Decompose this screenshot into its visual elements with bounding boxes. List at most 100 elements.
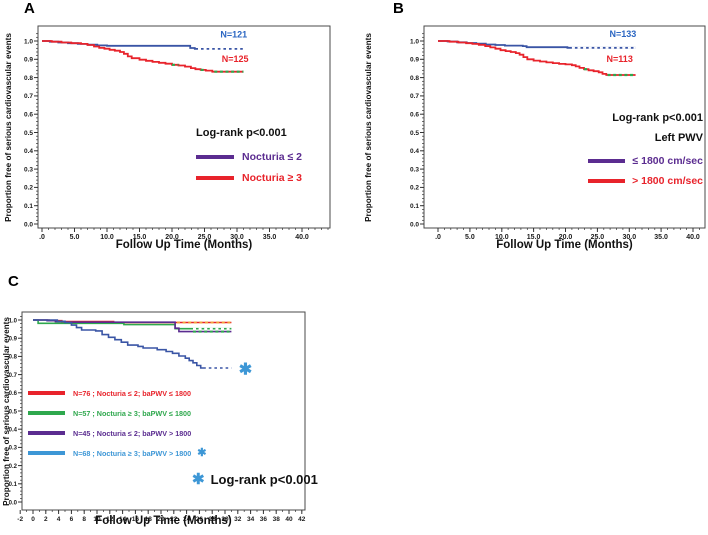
x-tick-label: 15.0 bbox=[527, 234, 541, 241]
x-tick-label: 25.0 bbox=[198, 234, 212, 241]
y-tick-label: 0.7 bbox=[24, 93, 33, 100]
legend-item-2: Nocturia ≥ 3 bbox=[196, 172, 302, 184]
x-tick-label: 32 bbox=[234, 516, 242, 523]
x-tick-label: 20 bbox=[157, 516, 165, 523]
legend-label: N=45 ; Nocturia ≤ 2; baPWV > 1800 bbox=[73, 428, 192, 438]
y-tick-label: 1.0 bbox=[24, 38, 33, 45]
plot-frame bbox=[37, 25, 331, 229]
logrank-note-text: Log-rank p<0.001 bbox=[210, 472, 318, 487]
x-tick-label: 15.0 bbox=[133, 234, 147, 241]
x-tick-label: 42 bbox=[298, 516, 306, 523]
legend-item-1: Nocturia ≤ 2 bbox=[196, 151, 302, 163]
legend-swatch bbox=[28, 431, 65, 435]
panel-letter-c: C bbox=[8, 273, 19, 290]
x-tick-label: 4 bbox=[57, 516, 61, 523]
x-tick-label: 25.0 bbox=[591, 234, 605, 241]
panel-c: C Proportion free of serious cardiovascu… bbox=[0, 267, 354, 535]
x-tick-label: 26 bbox=[196, 516, 204, 523]
x-tick-label: 0 bbox=[31, 516, 35, 523]
legend-swatch bbox=[196, 176, 234, 180]
x-tick-label: 14 bbox=[119, 516, 127, 523]
legend-label: N=57 ; Nocturia ≥ 3; baPWV ≤ 1800 bbox=[73, 408, 191, 418]
y-tick-label: 0.0 bbox=[9, 500, 18, 506]
y-tick-label: 0.9 bbox=[410, 57, 419, 64]
x-axis-title: Follow Up Time (Months) bbox=[496, 239, 633, 251]
y-tick-label: 0.4 bbox=[24, 148, 33, 155]
y-tick-label: 0.3 bbox=[24, 166, 33, 173]
legend-item-4: N=68 ; Nocturia ≥ 3; baPWV > 1800 ✱ bbox=[28, 443, 206, 463]
legend-item-1: ≤ 1800 cm/sec bbox=[588, 155, 703, 167]
x-tick-label: 38 bbox=[273, 516, 281, 523]
x-tick-label: 10 bbox=[93, 516, 101, 523]
panel-letter-a: A bbox=[24, 0, 35, 17]
legend-c: N=76 ; Nocturia ≤ 2; baPWV ≤ 1800 N=57 ; … bbox=[28, 383, 206, 463]
x-tick-label: 5.0 bbox=[465, 234, 475, 241]
x-tick-label: 10.0 bbox=[100, 234, 114, 241]
y-tick-label: 0.4 bbox=[410, 148, 419, 155]
x-axis-title: Follow Up Time (Months) bbox=[95, 515, 232, 527]
x-tick-label: 6 bbox=[70, 516, 74, 523]
y-tick-label: 0.8 bbox=[9, 355, 18, 361]
x-tick-label: 30.0 bbox=[230, 234, 244, 241]
x-axis-title: Follow Up Time (Months) bbox=[115, 239, 253, 251]
y-tick-label: 0.0 bbox=[24, 221, 33, 228]
x-tick-label: 30.0 bbox=[622, 234, 636, 241]
km-curve-2 bbox=[42, 40, 244, 73]
x-tick-label: -2 bbox=[17, 516, 23, 523]
x-tick-label: 40 bbox=[285, 516, 293, 523]
legend-swatch bbox=[28, 391, 65, 395]
n-count-label: N=133 bbox=[610, 29, 637, 39]
y-tick-label: 0.6 bbox=[410, 112, 419, 119]
y-tick-label: 0.1 bbox=[24, 203, 33, 210]
y-tick-label: 0.5 bbox=[24, 130, 33, 137]
legend-swatch bbox=[28, 411, 65, 415]
y-tick-label: 0.3 bbox=[410, 166, 419, 173]
panel-b: B Proportion free of serious cardiovascu… bbox=[354, 0, 708, 267]
legend-label: Nocturia ≥ 3 bbox=[242, 172, 303, 184]
x-tick-label: 34 bbox=[247, 516, 255, 523]
km-curve-1 bbox=[42, 40, 244, 50]
y-tick-label: 0.5 bbox=[9, 409, 18, 415]
panel-letter-b: B bbox=[393, 0, 404, 17]
legend-label: ≤ 1800 cm/sec bbox=[632, 155, 703, 167]
x-tick-label: 20.0 bbox=[559, 234, 573, 241]
x-tick-label: 10.0 bbox=[495, 234, 509, 241]
x-tick-label: 5.0 bbox=[70, 234, 80, 241]
y-tick-label: 0.9 bbox=[24, 57, 33, 64]
asterisk-icon: ✱ bbox=[197, 446, 207, 459]
legend-label: > 1800 cm/sec bbox=[632, 175, 703, 187]
legend-b: Log-rank p<0.001 Left PWV ≤ 1800 cm/sec > 1… bbox=[588, 112, 703, 187]
legend-swatch bbox=[588, 159, 626, 163]
legend-label: Nocturia ≤ 2 bbox=[242, 151, 303, 163]
x-tick-label: 16 bbox=[132, 516, 140, 523]
y-tick-label: 0.0 bbox=[410, 221, 419, 228]
y-tick-label: 0.6 bbox=[24, 112, 33, 119]
y-tick-label: 0.1 bbox=[9, 482, 18, 488]
x-tick-label: .0 bbox=[435, 234, 441, 241]
y-tick-label: 1.0 bbox=[410, 38, 419, 45]
legend-swatch bbox=[28, 451, 65, 455]
x-tick-label: 2 bbox=[44, 516, 48, 523]
legend-item-2: N=57 ; Nocturia ≥ 3; baPWV ≤ 1800 bbox=[28, 403, 191, 423]
km-plot-b: .0 5.0 10.0 15.0 20.0 25.0 30.0 35.0 40.0 1.0 0.9 0… bbox=[410, 25, 706, 241]
n-count-label: N=121 bbox=[220, 29, 247, 39]
x-tick-label: 36 bbox=[260, 516, 268, 523]
km-curve-4 bbox=[33, 319, 232, 369]
x-tick-label: 40.0 bbox=[686, 234, 700, 241]
y-tick-label: 0.1 bbox=[410, 203, 419, 210]
y-tick-label: 0.4 bbox=[9, 428, 18, 434]
y-tick-label: 1.0 bbox=[9, 318, 18, 324]
y-tick-label: 0.2 bbox=[410, 185, 419, 192]
x-tick-label: 35.0 bbox=[654, 234, 668, 241]
x-tick-label: .0 bbox=[39, 234, 45, 241]
legend-swatch bbox=[196, 155, 234, 159]
y-tick-label: 0.7 bbox=[9, 373, 18, 379]
y-tick-label: 0.7 bbox=[410, 93, 419, 100]
legend-item-3: N=45 ; Nocturia ≤ 2; baPWV > 1800 bbox=[28, 423, 191, 443]
legend-label: N=76 ; Nocturia ≤ 2; baPWV ≤ 1800 bbox=[73, 388, 191, 398]
asterisk-icon: ✱ bbox=[239, 362, 252, 379]
legend-swatch bbox=[588, 179, 626, 183]
km-plot-a: .0 5.0 10.0 15.0 20.0 25.0 30.0 35.0 40.0 1.0 0.9 0… bbox=[24, 25, 331, 241]
y-tick-label: 0.9 bbox=[9, 337, 18, 343]
